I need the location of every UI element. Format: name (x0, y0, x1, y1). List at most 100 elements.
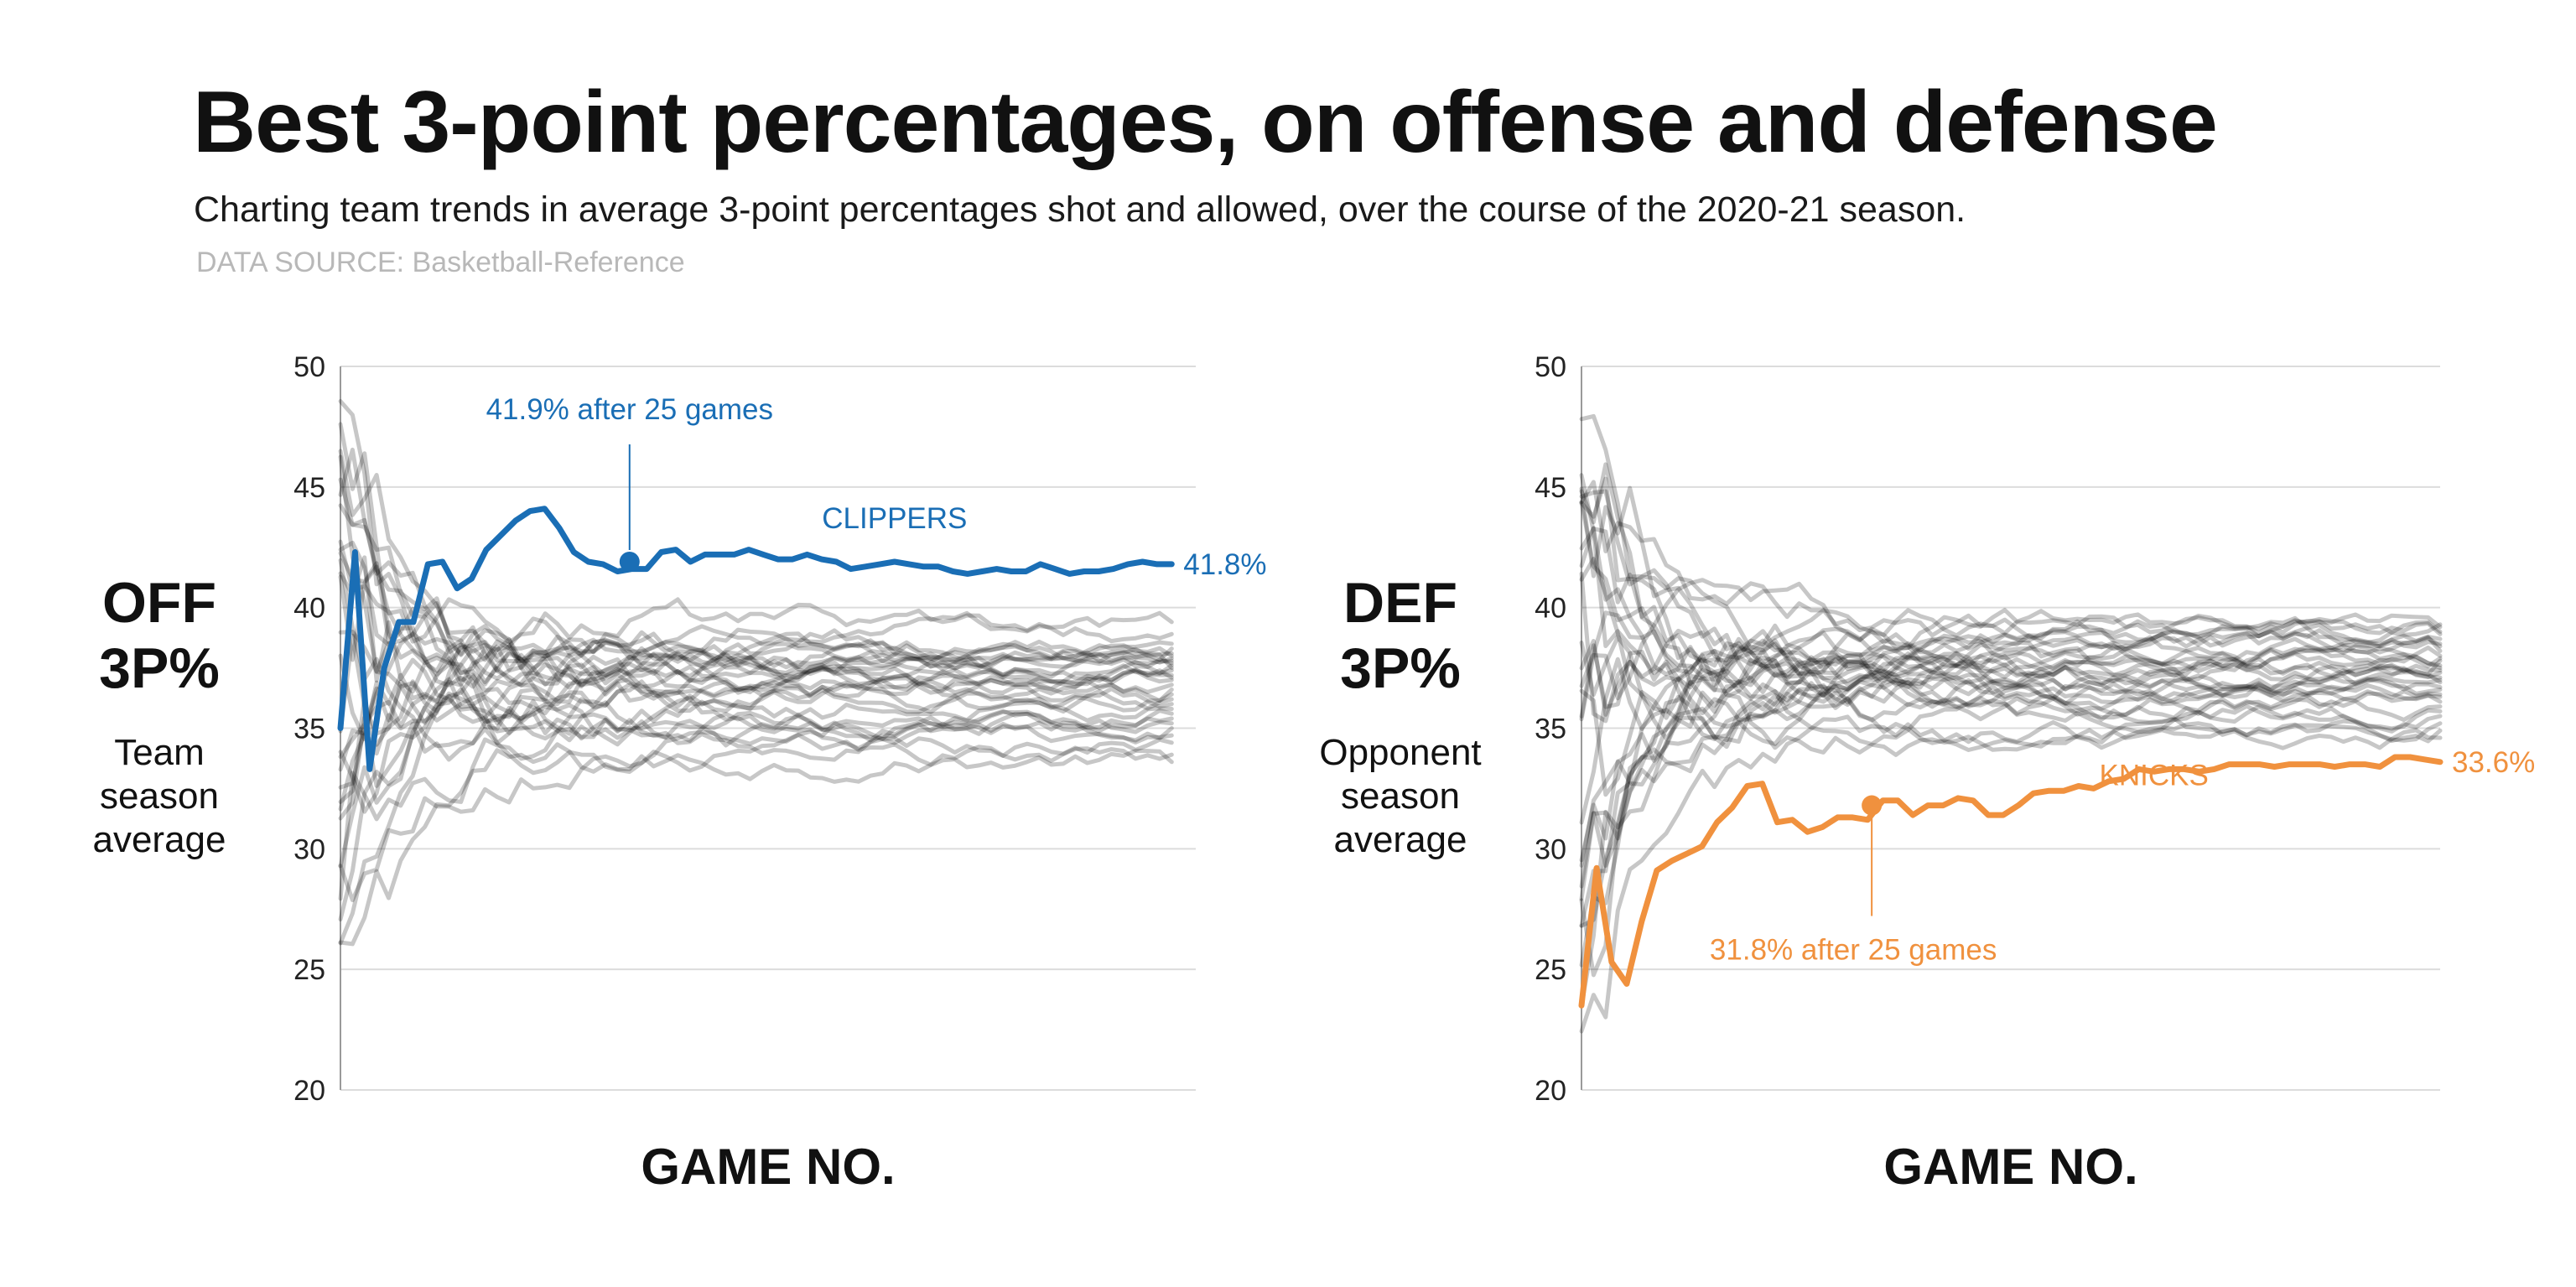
team-series-line (338, 447, 1174, 762)
team-series-line (1579, 688, 2443, 868)
team-series-line (338, 633, 1174, 736)
team-series-line (338, 454, 1174, 745)
team-series-line (338, 540, 1174, 688)
team-series-line (338, 555, 1174, 746)
team-series-line (1579, 413, 2443, 677)
team-series-line (338, 628, 1174, 804)
y-tick-label: 45 (293, 472, 325, 504)
team-series-line (1579, 656, 2443, 825)
panel-subtitle-line: Team (114, 732, 205, 773)
annotation-label: 31.8% after 25 games (1710, 934, 1997, 967)
y-tick-label: 40 (1535, 593, 1566, 625)
team-series-line (1579, 714, 2443, 1034)
team-series-line (1579, 571, 2443, 724)
chart-title: Best 3-point percentages, on offense and… (193, 74, 2218, 171)
y-tick-label: 30 (1535, 833, 1566, 865)
panel-title-line: 3P% (1340, 636, 1461, 700)
team-series-line (338, 422, 1174, 776)
annotation-marker (619, 552, 640, 573)
team-series-line (338, 449, 1174, 714)
team-series-line (1579, 500, 2443, 679)
panel-title-line: OFF (102, 571, 216, 635)
team-series-line (1579, 641, 2443, 719)
x-axis-label: GAME NO. (1883, 1139, 2137, 1195)
team-series-line (1579, 610, 2443, 699)
team-series-line (1579, 527, 2443, 677)
y-tick-label: 25 (1535, 954, 1566, 986)
team-series-line (338, 613, 1174, 772)
y-tick-label: 50 (1535, 351, 1566, 383)
x-axis-label: GAME NO. (641, 1139, 895, 1195)
team-series-line (1579, 557, 2443, 741)
team-series-line (338, 654, 1174, 814)
team-series-line (1579, 476, 2443, 709)
team-series-line (338, 641, 1174, 812)
team-series-line (1579, 679, 2443, 901)
team-series-line (1579, 480, 2443, 693)
team-series-line (338, 640, 1174, 869)
annotation-marker (1862, 795, 1883, 816)
chart-subtitle: Charting team trends in average 3-point … (194, 189, 1966, 230)
team-series-line (1579, 682, 2443, 1009)
team-series-line (338, 742, 1174, 947)
panel-title-line: 3P% (99, 636, 220, 700)
team-series-line (338, 551, 1174, 687)
team-series-line (338, 673, 1174, 790)
team-series-line (1579, 473, 2443, 740)
team-series-line (338, 703, 1174, 821)
y-tick-label: 35 (1535, 714, 1566, 745)
highlight-series-line (337, 506, 1175, 772)
team-series-line (1579, 526, 2443, 687)
team-series-line (338, 638, 1174, 946)
team-series-line (338, 558, 1174, 749)
series-name-label: CLIPPERS (822, 502, 967, 535)
team-series-line (1579, 608, 2443, 889)
panel-subtitle-line: season (1341, 776, 1460, 817)
team-series-line (338, 631, 1174, 760)
team-series-line (338, 564, 1174, 662)
panel-subtitle-line: average (1333, 819, 1467, 860)
team-series-line (338, 399, 1174, 677)
y-tick-label: 30 (293, 833, 325, 865)
panel-subtitle-line: season (100, 776, 219, 817)
team-series-line (1579, 662, 2443, 928)
team-series-line (338, 677, 1174, 921)
team-series-line (1579, 578, 2443, 722)
team-series-line (1579, 635, 2443, 863)
team-series-line (1579, 485, 2443, 638)
data-source: DATA SOURCE: Basketball-Reference (196, 247, 685, 278)
series-end-value-label: 33.6% (2452, 746, 2535, 779)
y-tick-label: 20 (293, 1075, 325, 1107)
team-series-line (338, 653, 1174, 742)
panel-subtitle-line: average (92, 819, 226, 860)
team-series-line (1579, 624, 2443, 928)
series-end-value-label: 41.8% (1183, 548, 1266, 581)
team-series-line (338, 722, 1174, 902)
y-tick-label: 35 (293, 714, 325, 745)
annotation-label: 41.9% after 25 games (486, 393, 773, 426)
team-series-line (1579, 489, 2443, 690)
y-tick-label: 50 (293, 351, 325, 383)
y-tick-label: 20 (1535, 1075, 1566, 1107)
team-series-line (1579, 663, 2443, 797)
team-series-line (1579, 638, 2443, 968)
team-series-line (338, 709, 1174, 901)
panel-subtitle-line: Opponent (1319, 732, 1481, 773)
y-tick-label: 45 (1535, 472, 1566, 504)
team-series-line (338, 503, 1174, 704)
y-tick-label: 40 (293, 593, 325, 625)
team-series-line (1579, 462, 2443, 757)
team-series-line (338, 477, 1174, 697)
highlight-series-line (1578, 754, 2444, 1009)
team-series-line (1579, 669, 2443, 978)
team-series-line (1579, 623, 2443, 717)
series-name-label: KNICKS (2100, 759, 2209, 791)
panel-title-line: DEF (1343, 571, 1457, 635)
team-series-line (338, 539, 1174, 689)
team-series-line (338, 601, 1174, 674)
y-tick-label: 25 (293, 954, 325, 986)
team-series-line (1579, 631, 2443, 714)
